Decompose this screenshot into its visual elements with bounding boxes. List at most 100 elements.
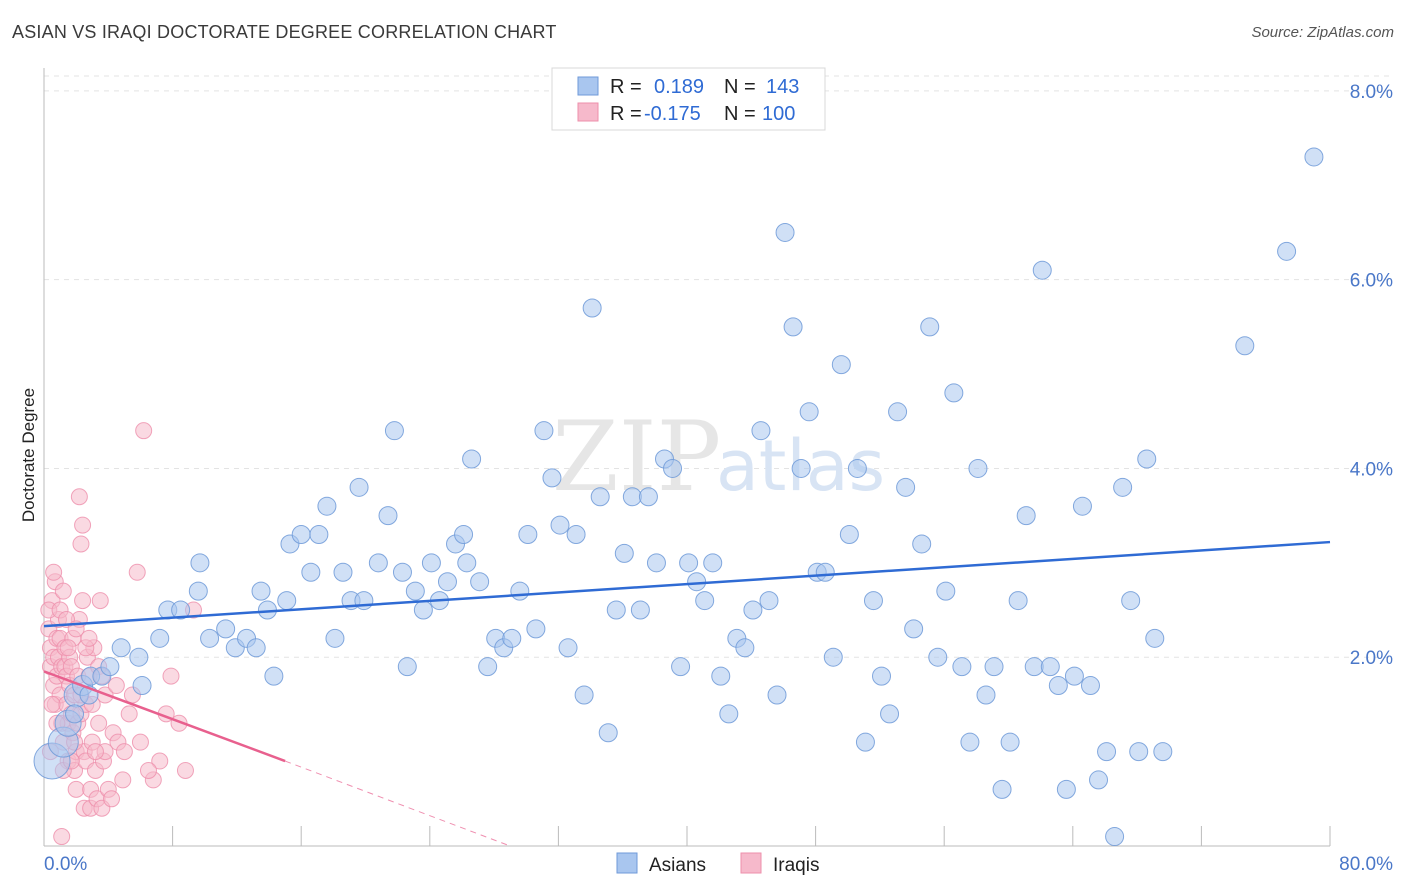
asian-point-124	[1056, 779, 1076, 799]
asian-point-75	[663, 458, 683, 478]
iraqi-trend-extension	[284, 760, 511, 847]
asian-point-63	[566, 525, 586, 545]
legend-r-value-iraqis: -0.175	[644, 103, 701, 125]
chart-title: ASIAN VS IRAQI DOCTORATE DEGREE CORRELAT…	[12, 22, 557, 42]
legend-r-label-asians: R =	[610, 76, 642, 98]
asian-point-43	[413, 600, 433, 620]
asian-point-13	[171, 600, 191, 620]
y-tick-label-0: 2.0%	[1350, 648, 1393, 669]
iraqi-point-41	[74, 592, 92, 610]
asian-point-46	[437, 572, 457, 592]
asian-point-19	[216, 619, 236, 639]
asian-point-82	[719, 704, 739, 724]
asian-point-95	[823, 647, 843, 667]
iraqi-point-93	[86, 743, 104, 761]
legend-r-value-asians: 0.189	[654, 76, 704, 98]
asian-point-37	[368, 553, 388, 573]
asian-point-61	[550, 515, 570, 535]
asian-point-68	[606, 600, 626, 620]
asian-point-29	[301, 562, 321, 582]
iraqi-point-89	[53, 828, 71, 846]
bottom-legend-iraqis: Iraqis	[773, 855, 819, 876]
asian-point-118	[1008, 591, 1028, 611]
asian-point-116	[992, 779, 1012, 799]
asian-point-52	[478, 657, 498, 677]
asian-point-28	[291, 525, 311, 545]
asian-point-77	[679, 553, 699, 573]
iraqi-point-96	[115, 743, 133, 761]
iraqi-point-55	[91, 592, 109, 610]
iraqi-point-98	[131, 733, 149, 751]
asian-point-50	[462, 449, 482, 469]
iraqi-point-84	[90, 714, 108, 732]
legend-n-value-iraqis: 100	[762, 103, 795, 125]
asian-point-87	[759, 591, 779, 611]
asian-point-89	[775, 222, 795, 242]
asian-trend-line	[43, 540, 1331, 628]
asian-point-7	[100, 657, 120, 677]
asian-point-104	[896, 477, 916, 497]
asian-point-49	[457, 553, 477, 573]
iraqi-point-32	[67, 780, 85, 798]
asian-point-128	[1089, 770, 1109, 790]
y-tick-labels: 2.0% 4.0% 6.0% 8.0%	[1350, 82, 1393, 669]
asian-point-81	[711, 666, 731, 686]
asian-point-26	[277, 591, 297, 611]
legend-swatch-iraqis	[577, 102, 599, 122]
iraqi-point-62	[114, 771, 132, 789]
asian-point-62	[558, 638, 578, 658]
asian-point-78	[687, 572, 707, 592]
asian-point-60	[542, 468, 562, 488]
asian-point-12	[200, 628, 220, 648]
asian-point-64	[574, 685, 594, 705]
asian-point-123	[1048, 676, 1068, 696]
asian-point-90	[783, 317, 803, 337]
asian-point-102	[880, 704, 900, 724]
bottom-legend-swatch-asians	[616, 852, 638, 874]
source-label: Source: ZipAtlas.com	[1251, 24, 1394, 41]
asian-point-131	[1113, 477, 1133, 497]
asian-point-108	[928, 647, 948, 667]
iraqi-point-92	[80, 629, 98, 647]
asian-point-58	[526, 619, 546, 639]
asian-point-122	[1040, 657, 1060, 677]
iraqi-point-99	[139, 761, 157, 779]
asian-point-25	[264, 666, 284, 686]
legend-r-label-iraqis: R =	[610, 103, 642, 125]
asian-point-133	[1129, 742, 1149, 762]
asian-point-42	[405, 581, 425, 601]
asian-point-35	[349, 477, 369, 497]
asian-point-16	[132, 676, 152, 696]
bottom-legend-swatch-iraqis	[740, 852, 762, 874]
y-axis-label: Doctorate Degree	[19, 388, 38, 522]
asian-point-100	[863, 591, 883, 611]
iraqi-point-40	[74, 516, 92, 534]
asian-point-31	[317, 496, 337, 516]
asian-point-109	[936, 581, 956, 601]
asian-point-134	[1137, 449, 1157, 469]
asian-point-67	[598, 723, 618, 743]
iraqi-points	[40, 422, 202, 846]
asian-point-94	[815, 562, 835, 582]
iraqi-point-90	[59, 639, 77, 657]
iraqi-point-64	[128, 563, 146, 581]
asian-point-38	[378, 506, 398, 526]
asian-point-92	[799, 402, 819, 422]
iraqi-point-38	[72, 535, 90, 553]
x-tick-label-min: 0.0%	[44, 854, 87, 875]
asian-point-9	[150, 628, 170, 648]
iraqi-trend-line	[43, 670, 286, 763]
asian-point-76	[671, 657, 691, 677]
asian-point-44	[421, 553, 441, 573]
asian-point-73	[646, 553, 666, 573]
asian-point-99	[855, 732, 875, 752]
iraqi-point-65	[135, 422, 153, 440]
asian-point-103	[888, 402, 908, 422]
asian-point-71	[630, 600, 650, 620]
asian-point-32	[325, 628, 345, 648]
asian-point-84	[735, 638, 755, 658]
asian-point-121	[1032, 260, 1052, 280]
asian-point-80	[703, 553, 723, 573]
asian-point-115	[984, 657, 1004, 677]
